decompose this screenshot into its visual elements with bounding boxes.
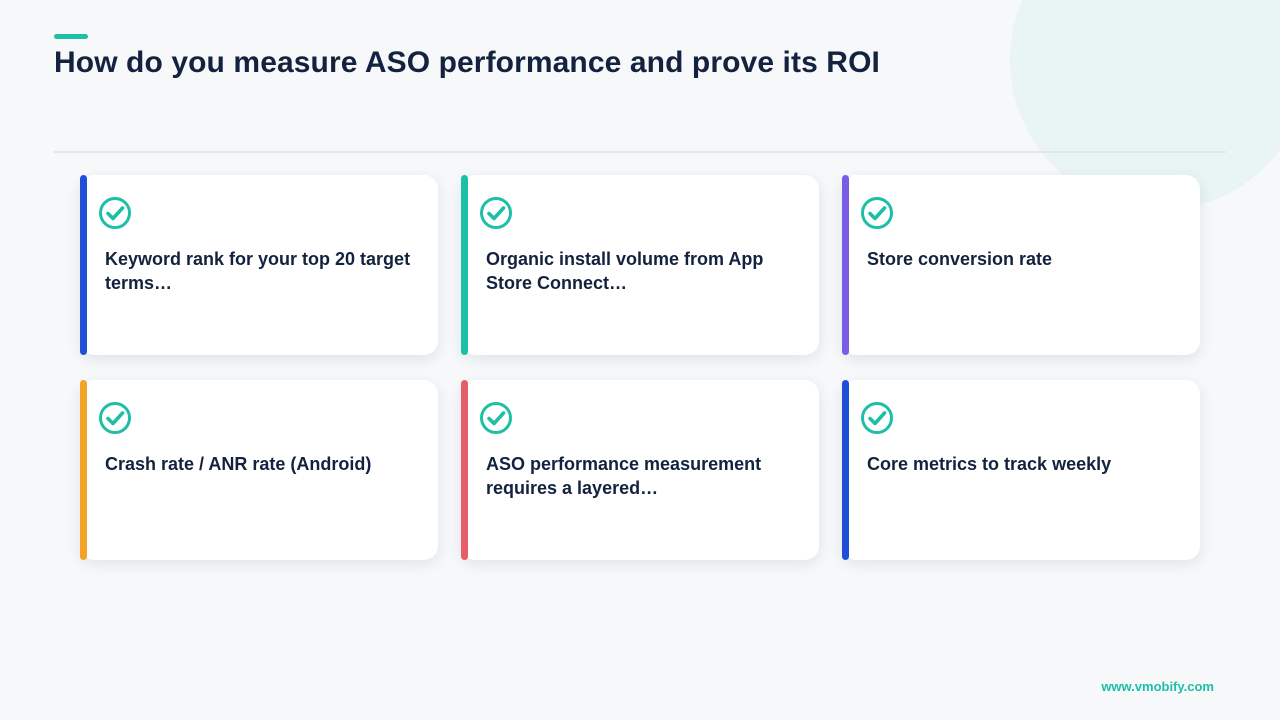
card-stripe xyxy=(842,175,849,355)
check-circle-icon xyxy=(99,402,131,434)
card-text: Crash rate / ANR rate (Android) xyxy=(105,454,372,474)
metric-card: Crash rate / ANR rate (Android) xyxy=(80,380,438,560)
card-text: Keyword rank for your top 20 target term… xyxy=(105,249,411,293)
page-title: How do you measure ASO performance and p… xyxy=(54,46,880,79)
card-stripe xyxy=(461,380,468,560)
check-circle-icon xyxy=(99,197,131,229)
check-circle-icon xyxy=(480,402,512,434)
card-stripe xyxy=(842,380,849,560)
card-stripe xyxy=(80,175,87,355)
metric-card: Store conversion rate xyxy=(842,175,1200,355)
card-grid: Keyword rank for your top 20 target term… xyxy=(80,175,1200,560)
title-divider xyxy=(54,151,1226,153)
title-accent-bar xyxy=(54,34,88,39)
metric-card: Keyword rank for your top 20 target term… xyxy=(80,175,438,355)
card-text: Core metrics to track weekly xyxy=(867,454,1112,474)
metric-card: Organic install volume from App Store Co… xyxy=(461,175,819,355)
check-circle-icon xyxy=(861,402,893,434)
card-text: Store conversion rate xyxy=(867,249,1053,269)
card-text: ASO performance measurement requires a l… xyxy=(486,454,762,498)
card-stripe xyxy=(461,175,468,355)
check-circle-icon xyxy=(861,197,893,229)
metric-card: ASO performance measurement requires a l… xyxy=(461,380,819,560)
card-text: Organic install volume from App Store Co… xyxy=(486,249,764,293)
card-stripe xyxy=(80,380,87,560)
check-circle-icon xyxy=(480,197,512,229)
metric-card: Core metrics to track weekly xyxy=(842,380,1200,560)
footer-url: www.vmobify.com xyxy=(1101,679,1214,694)
